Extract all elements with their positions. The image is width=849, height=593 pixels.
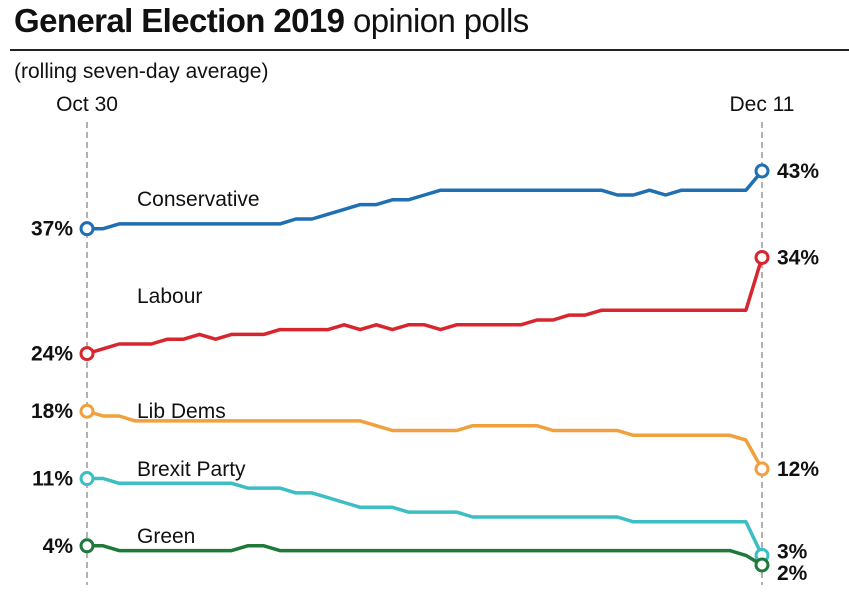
x-tick-label-start: Oct 30 bbox=[56, 93, 118, 116]
series-end-label-4: 2% bbox=[777, 562, 808, 585]
series-name-label-3: Brexit Party bbox=[137, 458, 246, 481]
series-start-point-0 bbox=[79, 221, 95, 237]
series-start-point-1 bbox=[79, 346, 95, 362]
chart-title-light: opinion polls bbox=[352, 2, 529, 39]
title-rule bbox=[10, 49, 849, 51]
series-name-label-2: Lib Dems bbox=[137, 400, 226, 423]
series-line-2 bbox=[85, 409, 764, 471]
series-end-point-2 bbox=[754, 461, 770, 477]
series-start-point-3 bbox=[79, 471, 95, 487]
series-line-4 bbox=[85, 544, 764, 567]
chart-title-bold: General Election 2019 bbox=[14, 2, 345, 39]
series-start-label-3: 11% bbox=[32, 468, 73, 491]
series-end-point-0 bbox=[754, 163, 770, 179]
chart-subtitle: (rolling seven-day average) bbox=[14, 60, 269, 83]
series-start-point-2 bbox=[79, 403, 95, 419]
series-line-3 bbox=[85, 476, 764, 558]
series-name-label-0: Conservative bbox=[137, 188, 260, 211]
chart-title: General Election 2019 opinion polls bbox=[14, 2, 529, 40]
series-start-label-4: 4% bbox=[43, 535, 74, 558]
series-line-1 bbox=[85, 255, 764, 356]
series-end-label-0: 43% bbox=[777, 160, 819, 183]
series-name-label-4: Green bbox=[137, 525, 195, 548]
x-tick-label-end: Dec 11 bbox=[730, 93, 795, 116]
series-end-label-3: 3% bbox=[777, 540, 808, 563]
series-start-label-0: 37% bbox=[31, 218, 73, 241]
series-end-point-1 bbox=[754, 249, 770, 265]
series-end-label-2: 12% bbox=[777, 458, 819, 481]
series-start-label-1: 24% bbox=[31, 343, 73, 366]
series-start-point-4 bbox=[79, 538, 95, 554]
series-name-label-1: Labour bbox=[137, 285, 202, 308]
series-end-label-1: 34% bbox=[777, 246, 819, 269]
series-end-point-4 bbox=[754, 557, 770, 573]
series-line-0 bbox=[85, 169, 764, 231]
series-start-label-2: 18% bbox=[31, 400, 73, 423]
